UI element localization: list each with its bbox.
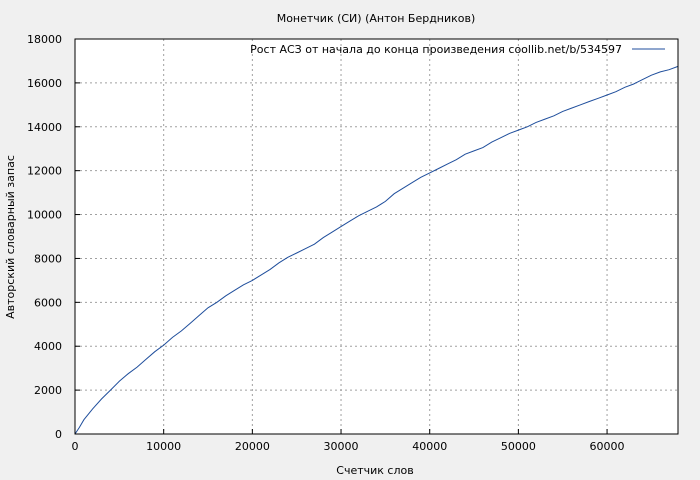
x-tick-labels: 0 10000 20000 30000 40000 50000 60000 [72, 429, 625, 453]
plot-area [75, 39, 678, 434]
legend: Рост АСЗ от начала до конца произведения… [250, 43, 665, 56]
legend-label: Рост АСЗ от начала до конца произведения… [250, 43, 622, 56]
series-line [74, 65, 679, 435]
y-tick-label: 14000 [27, 121, 62, 134]
grid [75, 39, 678, 434]
x-axis-label: Счетчик слов [336, 464, 413, 477]
y-tick-label: 4000 [34, 340, 62, 353]
x-tick-label: 20000 [235, 440, 270, 453]
y-tick-label: 2000 [34, 384, 62, 397]
y-tick-label: 10000 [27, 209, 62, 222]
x-tick-label: 60000 [590, 440, 625, 453]
y-tick-label: 0 [55, 428, 62, 441]
y-tick-label: 6000 [34, 296, 62, 309]
plot-frame [74, 38, 679, 435]
x-tick-label: 30000 [324, 440, 359, 453]
x-tick-label: 40000 [412, 440, 447, 453]
y-tick-label: 8000 [34, 252, 62, 265]
x-tick-label: 10000 [146, 440, 181, 453]
x-tick-label: 50000 [501, 440, 536, 453]
y-axis-label: Авторский словарный запас [4, 155, 17, 319]
y-tick-label: 12000 [27, 165, 62, 178]
chart-title: Монетчик (СИ) (Антон Бердников) [277, 12, 476, 25]
x-tick-label: 0 [72, 440, 79, 453]
y-tick-label: 16000 [27, 77, 62, 90]
y-tick-label: 18000 [27, 33, 62, 46]
y-tick-labels: 0 2000 4000 6000 8000 10000 12000 14000 16000 180… [27, 33, 80, 441]
